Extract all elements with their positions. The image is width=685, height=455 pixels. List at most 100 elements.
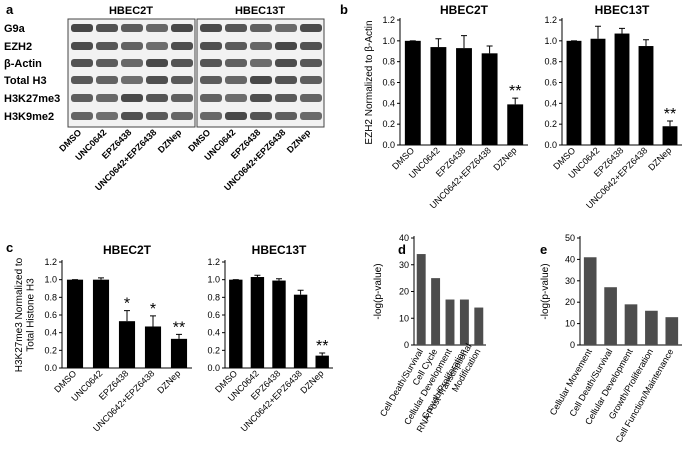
bar [229, 279, 243, 368]
x-tick-label: DZNep [155, 368, 182, 395]
bar [293, 294, 308, 368]
blot-band [121, 24, 143, 32]
blot-band [171, 24, 193, 32]
row-label: H3K9me2 [4, 111, 54, 123]
blot-band [250, 42, 272, 50]
bar [118, 321, 136, 368]
blot-band [250, 94, 272, 102]
blot-band [146, 59, 168, 67]
blot-band [121, 112, 143, 120]
chart-title: HBEC13T [252, 243, 307, 257]
y-tick-label: 0.2 [44, 345, 57, 355]
bar [583, 257, 597, 345]
bar [507, 104, 524, 145]
bar [272, 280, 286, 368]
bar [315, 355, 329, 368]
blot-frame [67, 18, 196, 128]
y-tick-label: 0.0 [207, 363, 220, 373]
blot-band [171, 42, 193, 50]
bar [645, 310, 658, 345]
blot-band [250, 59, 272, 67]
bar [638, 46, 654, 145]
y-tick-label: 0.8 [207, 292, 220, 302]
error-bar [595, 25, 601, 39]
blot-band [200, 94, 222, 102]
blot-band [300, 76, 322, 84]
y-tick-label: 0.2 [382, 119, 395, 129]
blot-band [171, 94, 193, 102]
y-tick-label: 0.4 [44, 328, 57, 338]
panel-label: e [540, 242, 547, 257]
significance: * [124, 296, 130, 313]
blot-band [96, 112, 118, 120]
blot-frame [196, 18, 325, 128]
y-axis-label: H3K27me3 Normalized toTotal Histone H3 [14, 257, 37, 372]
y-tick-label: 30 [565, 276, 575, 286]
blot-band [71, 59, 93, 67]
blot-band [146, 42, 168, 50]
blot-band [275, 112, 297, 120]
error-bar [461, 35, 467, 49]
bar [624, 304, 638, 345]
blot-band [171, 76, 193, 84]
blot-band [71, 112, 93, 120]
blot-band [71, 94, 93, 102]
column-header: HBEC2T [109, 5, 153, 17]
blot-band [275, 94, 297, 102]
blot-band [121, 76, 143, 84]
blot-band [275, 59, 297, 67]
blot-band [300, 112, 322, 120]
y-tick-label: 0.4 [544, 98, 557, 108]
bar [431, 278, 441, 345]
panel-label: c [6, 240, 13, 255]
y-tick-label: 1.2 [44, 257, 57, 267]
blot-band [275, 76, 297, 84]
bar [665, 317, 679, 345]
blot-band [121, 59, 143, 67]
bar [250, 277, 265, 368]
error-bar [176, 333, 182, 339]
bar [474, 307, 484, 345]
significance: ** [664, 106, 676, 123]
error-bar [124, 310, 130, 322]
y-tick-label: 0.4 [207, 328, 220, 338]
y-tick-label: 0.6 [382, 78, 395, 88]
blot-band [225, 76, 247, 84]
panel-label: a [6, 2, 14, 17]
bar [456, 48, 472, 145]
y-tick-label: 0.0 [544, 140, 557, 150]
significance: ** [316, 338, 328, 355]
lane-label: DZNep [156, 127, 184, 155]
row-label: EZH2 [4, 41, 32, 53]
y-tick-label: 0.6 [44, 310, 57, 320]
blot-band [225, 42, 247, 50]
panel-label: d [398, 242, 406, 257]
bar [481, 53, 498, 146]
y-tick-label: 50 [565, 233, 575, 243]
y-tick-label: 0.8 [544, 57, 557, 67]
y-tick-label: 1.2 [207, 257, 220, 267]
row-label: G9a [4, 23, 26, 35]
panel-label: b [340, 2, 348, 17]
bar [590, 38, 606, 145]
y-tick-label: 10 [565, 319, 575, 329]
error-bar [619, 27, 625, 34]
blot-band [200, 76, 222, 84]
error-bar [486, 45, 493, 54]
y-tick-label: 0.0 [44, 363, 57, 373]
y-tick-label: 0.0 [382, 140, 395, 150]
blot-band [300, 59, 322, 67]
blot-band [275, 24, 297, 32]
y-tick-label: 0.6 [207, 310, 220, 320]
row-label: β-Actin [4, 58, 42, 70]
bar [416, 254, 426, 345]
y-tick-label: 0.2 [544, 119, 557, 129]
bar [604, 287, 617, 345]
error-bar [319, 352, 326, 356]
error-bar [276, 278, 282, 281]
blot-band [96, 59, 118, 67]
blot-band [200, 24, 222, 32]
blot-band [71, 42, 93, 50]
y-tick-label: 20 [399, 287, 409, 297]
error-bar [98, 277, 104, 280]
